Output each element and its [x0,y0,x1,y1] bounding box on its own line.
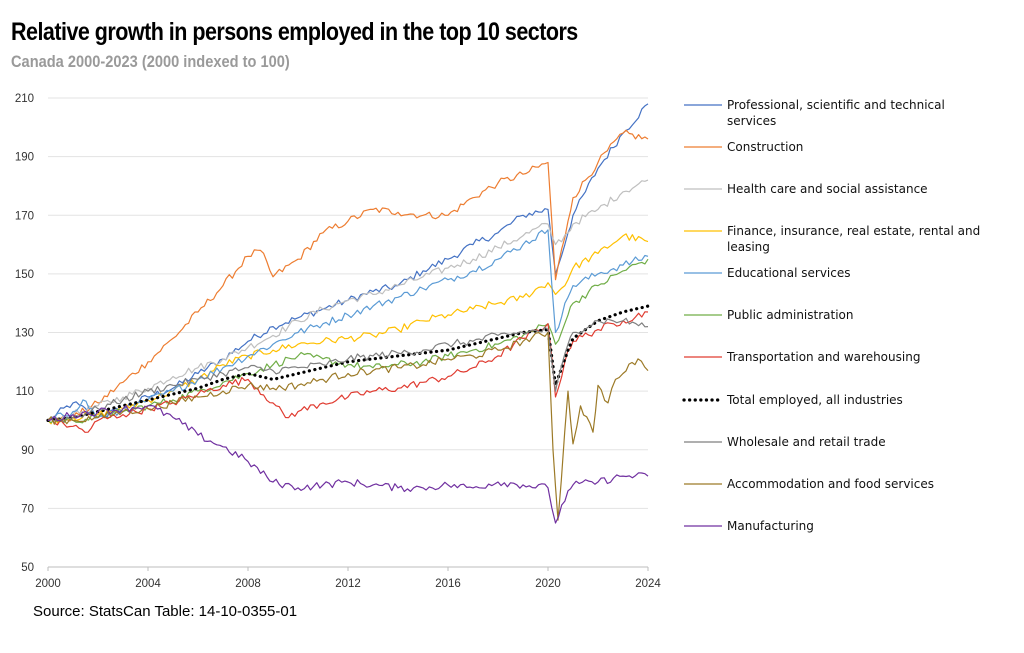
legend: Professional, scientific and technical se… [682,98,980,533]
legend-label: Educational services [727,266,850,280]
series-line-educational-services [47,229,649,421]
source-note: Source: StatsCan Table: 14-10-0355-01 [33,603,298,620]
legend-label: Construction [727,140,803,154]
y-axis: 50 70 90 110 130 150 170 190 210 [15,93,34,574]
legend-label: Public administration [727,308,854,322]
series-line-public-administration [47,258,649,424]
legend-label: Wholesale and retail trade [727,435,886,449]
x-tick-label: 2012 [335,578,361,590]
series-line-health-care-and-social-assistance [47,179,649,422]
y-tick-label: 90 [21,445,34,457]
legend-label: Finance, insurance, real estate, rental … [727,224,980,254]
x-tick-label: 2000 [35,578,61,590]
legend-label: Accommodation and food services [727,477,934,491]
y-tick-label: 170 [15,210,34,222]
series-line-wholesale-and-retail-trade [47,317,649,423]
y-tick-label: 70 [21,503,34,515]
legend-label: Professional, scientific and technical se… [727,98,945,128]
y-tick-label: 210 [15,93,34,105]
x-tick-label: 2020 [535,578,561,590]
chart-title: Relative growth in persons employed in t… [11,18,578,46]
y-tick-label: 110 [16,386,34,398]
y-tick-label: 150 [15,269,34,281]
y-tick-label: 190 [15,152,34,164]
series-line-accommodation-and-food-services [47,331,649,521]
x-tick-label: 2016 [435,578,461,590]
series-line-manufacturing [47,404,649,524]
x-tick-label: 2008 [235,578,261,590]
x-tick-label: 2004 [135,578,161,590]
legend-label: Health care and social assistance [727,182,928,196]
x-tick-label: 2024 [635,578,661,590]
y-tick-label: 50 [21,562,34,574]
series-line-construction [47,129,649,423]
chart-subtitle: Canada 2000-2023 (2000 indexed to 100) [11,52,290,71]
legend-label: Total employed, all industries [726,393,903,407]
legend-label: Transportation and warehousing [726,350,920,364]
series-line-total-employed-all-industries [46,304,650,422]
y-tick-label: 130 [15,328,34,340]
x-axis: 2000 2004 2008 2012 2016 2020 2024 [35,567,661,590]
series-lines [46,103,650,524]
gridlines [48,97,648,568]
legend-label: Manufacturing [727,519,814,533]
